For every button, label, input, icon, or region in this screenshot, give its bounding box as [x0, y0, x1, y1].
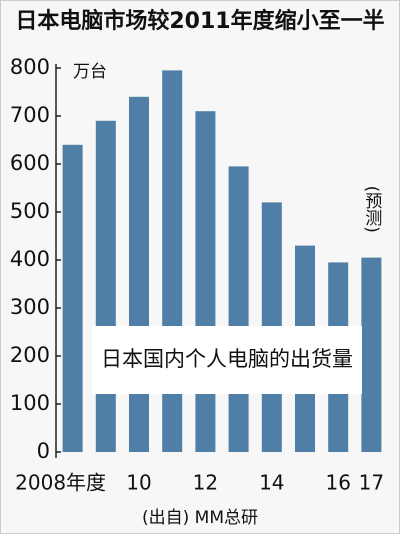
y-tick-label: 300 [10, 295, 50, 319]
x-tick-label: 14 [259, 471, 284, 495]
bar [162, 70, 183, 453]
inset-label: 日本国内个人电脑的出货量 [101, 347, 353, 371]
annotation: (预测) [361, 186, 382, 233]
x-tick-label: 17 [359, 471, 384, 495]
x-tick-label: 10 [126, 471, 151, 495]
y-tick-label: 700 [10, 103, 50, 127]
source: (出自) MM总研 [142, 508, 258, 528]
bar [361, 257, 382, 452]
x-tick-label: 12 [193, 471, 218, 495]
bar [129, 96, 149, 453]
chart-title: 日本电脑市场较2011年度缩小至一半 [15, 8, 384, 34]
y-tick-label: 0 [37, 439, 50, 463]
unit-label: 万台 [73, 62, 107, 82]
bar [95, 120, 116, 453]
y-tick-label: 600 [10, 151, 50, 175]
inset-box [92, 326, 362, 394]
bar [195, 111, 216, 452]
bar [62, 144, 83, 453]
x-tick-label: 2008年度 [15, 471, 106, 495]
x-tick-label: 16 [325, 471, 350, 495]
y-tick-label: 500 [10, 199, 50, 223]
y-tick-label: 800 [10, 55, 50, 79]
bar [228, 166, 249, 452]
y-tick-label: 200 [10, 343, 50, 367]
y-tick-label: 400 [10, 247, 50, 271]
y-tick-label: 100 [10, 391, 50, 415]
